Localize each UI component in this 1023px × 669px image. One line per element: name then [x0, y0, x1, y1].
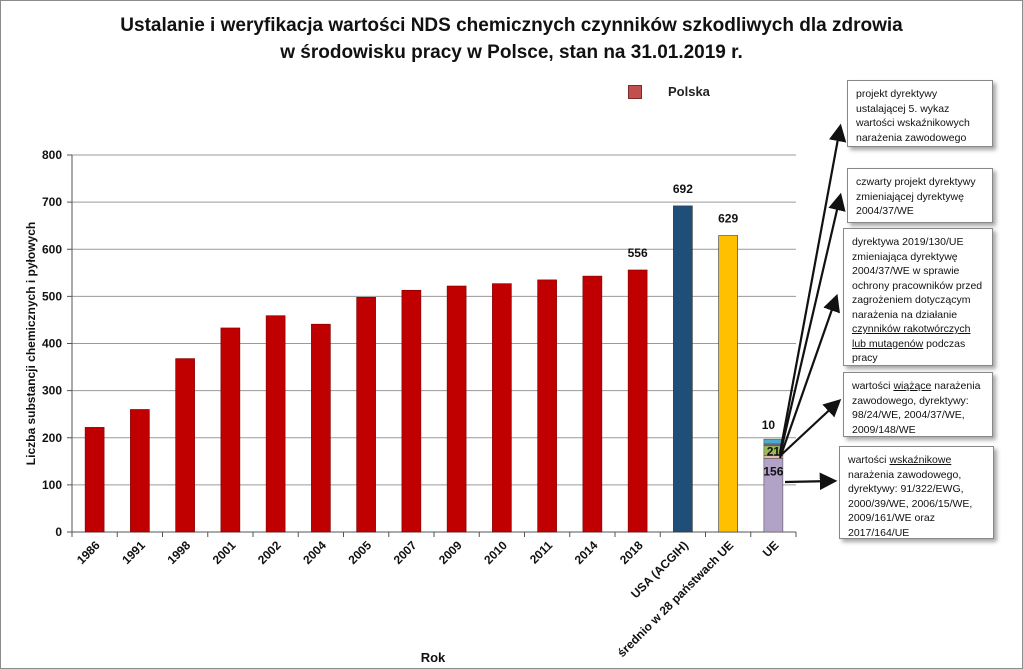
bar-ue-segment-5 [763, 438, 784, 445]
title-line-1: Ustalanie i weryfikacja wartości NDS che… [120, 15, 903, 36]
bar-2011 [537, 279, 557, 533]
x-tick-label: 2005 [345, 538, 374, 567]
bar-1998 [175, 358, 195, 533]
x-tick-label: 2007 [391, 538, 420, 567]
x-tick-label: 2002 [255, 538, 284, 567]
x-tick-label: 2009 [436, 538, 465, 567]
annotation-box-1: projekt dyrektywy ustalającej 5. wykaz w… [847, 80, 993, 147]
x-tick-label: 1991 [119, 538, 148, 567]
annotation-arrow-3 [778, 293, 840, 459]
bar-2004 [311, 323, 331, 533]
annotation-box-4: wartości wiążące narażenia zawodowego, d… [843, 372, 993, 437]
annotation-4-text-pre: wartości [852, 380, 894, 392]
y-axis-label: Liczba substancji chemicznych i pyłowych [24, 222, 38, 465]
x-tick-label: 1998 [164, 538, 193, 567]
annotation-1-text: projekt dyrektywy ustalającej 5. wykaz w… [856, 88, 970, 144]
annotation-arrow-2 [778, 192, 846, 456]
bar-2010 [492, 283, 512, 533]
legend-swatch [628, 84, 642, 99]
x-tick-label: 2018 [617, 538, 646, 567]
annotation-5-text-underlined: wskaźnikowe [889, 454, 952, 466]
x-tick-label: 2010 [481, 538, 510, 567]
annotation-5-text-pre: wartości [848, 454, 890, 466]
y-tick-label: 0 [55, 525, 62, 539]
annotation-3-text-pre: dyrektywa 2019/130/UE zmieniająca dyrekt… [852, 236, 983, 321]
x-tick-label: 2014 [572, 538, 601, 567]
bar-usa-acgih- [673, 205, 693, 533]
bar-2014 [582, 275, 603, 533]
x-tick-label: 1986 [74, 538, 103, 567]
annotation-box-3: dyrektywa 2019/130/UE zmieniająca dyrekt… [843, 228, 993, 366]
bar-ue-segment-label-1: 156 [763, 464, 783, 478]
annotation-box-2: czwarty projekt dyrektywy zmieniającej d… [847, 168, 993, 223]
title-line-2: w środowisku pracy w Polsce, stan na 31.… [280, 42, 743, 63]
bar-2002 [265, 315, 286, 533]
annotation-box-5: wartości wskaźnikowe narażenia zawodoweg… [839, 446, 994, 539]
annotation-arrow-4 [779, 399, 842, 457]
chart-title: Ustalanie i weryfikacja wartości NDS che… [0, 12, 1023, 66]
y-tick-label: 600 [42, 242, 62, 256]
legend: Polska [628, 84, 710, 99]
annotation-4-text-underlined: wiążące [893, 380, 932, 392]
x-tick-label: UE [760, 538, 782, 560]
bar-2018 [627, 269, 648, 533]
bar-2001 [220, 327, 241, 533]
annotation-arrow-5 [784, 472, 838, 491]
x-axis-label: Rok [421, 650, 446, 665]
annotation-4-text-post: narażenia zawodowego, dyrektywy: 98/24/W… [852, 380, 981, 436]
x-tick-label: 2004 [300, 538, 329, 567]
bar-1986 [84, 427, 105, 533]
annotation-3-text-post: podczas pracy [852, 337, 966, 365]
annotation-arrow-1 [778, 123, 847, 454]
x-tick-label: 2001 [210, 538, 239, 567]
bar-ue-segment-label-3: 21 [767, 445, 781, 459]
annotation-3-text-underlined: czynników rakotwórczych lub mutagenów [852, 323, 971, 350]
annotation-2-text: czwarty projekt dyrektywy zmieniającej d… [856, 176, 976, 217]
bar-2007 [401, 289, 422, 533]
y-tick-label: 300 [42, 384, 62, 398]
data-label: 629 [718, 212, 738, 226]
data-label: 556 [628, 246, 648, 260]
y-tick-label: 800 [42, 148, 62, 162]
data-label: 692 [673, 182, 693, 196]
y-tick-label: 100 [42, 478, 62, 492]
legend-label: Polska [668, 84, 710, 99]
y-tick-label: 700 [42, 195, 62, 209]
y-tick-label: 400 [42, 337, 62, 351]
bar-2005 [356, 297, 376, 533]
x-tick-label: 2011 [527, 538, 556, 567]
bar-ue-segment-label-5: 10 [762, 418, 776, 432]
bar-2009 [446, 285, 467, 533]
y-tick-label: 500 [42, 289, 62, 303]
bar--rednio-w-28-pa-stwach-ue [718, 235, 738, 533]
y-tick-label: 200 [42, 431, 62, 445]
annotation-5-text-post: narażenia zawodowego, dyrektywy: 91/322/… [848, 468, 973, 539]
bar-1991 [130, 409, 150, 533]
